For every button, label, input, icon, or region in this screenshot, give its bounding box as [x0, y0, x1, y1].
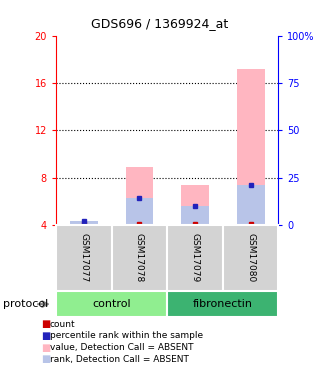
Bar: [237, 185, 265, 225]
Bar: [70, 221, 98, 225]
Text: control: control: [92, 299, 131, 309]
Text: GSM17079: GSM17079: [190, 233, 199, 282]
Bar: [125, 198, 153, 225]
Text: ■: ■: [42, 331, 51, 341]
Text: count: count: [50, 320, 75, 329]
Bar: [237, 69, 265, 225]
Text: value, Detection Call = ABSENT: value, Detection Call = ABSENT: [50, 343, 193, 352]
Text: GSM17078: GSM17078: [135, 233, 144, 282]
Text: GDS696 / 1369924_at: GDS696 / 1369924_at: [92, 17, 228, 30]
Text: protocol: protocol: [3, 299, 48, 309]
Bar: [181, 185, 209, 225]
Text: GSM17077: GSM17077: [79, 233, 88, 282]
Bar: [56, 291, 167, 317]
Text: GSM17080: GSM17080: [246, 233, 255, 282]
Bar: [167, 225, 223, 291]
Text: ■: ■: [42, 354, 51, 364]
Text: rank, Detection Call = ABSENT: rank, Detection Call = ABSENT: [50, 355, 188, 364]
Bar: [125, 167, 153, 225]
Text: fibronectin: fibronectin: [193, 299, 253, 309]
Bar: [167, 291, 278, 317]
Text: ■: ■: [42, 320, 51, 329]
Bar: [112, 225, 167, 291]
Text: ■: ■: [42, 343, 51, 352]
Text: percentile rank within the sample: percentile rank within the sample: [50, 332, 203, 340]
Bar: [70, 222, 98, 225]
Bar: [56, 225, 112, 291]
Bar: [223, 225, 278, 291]
Bar: [181, 206, 209, 225]
